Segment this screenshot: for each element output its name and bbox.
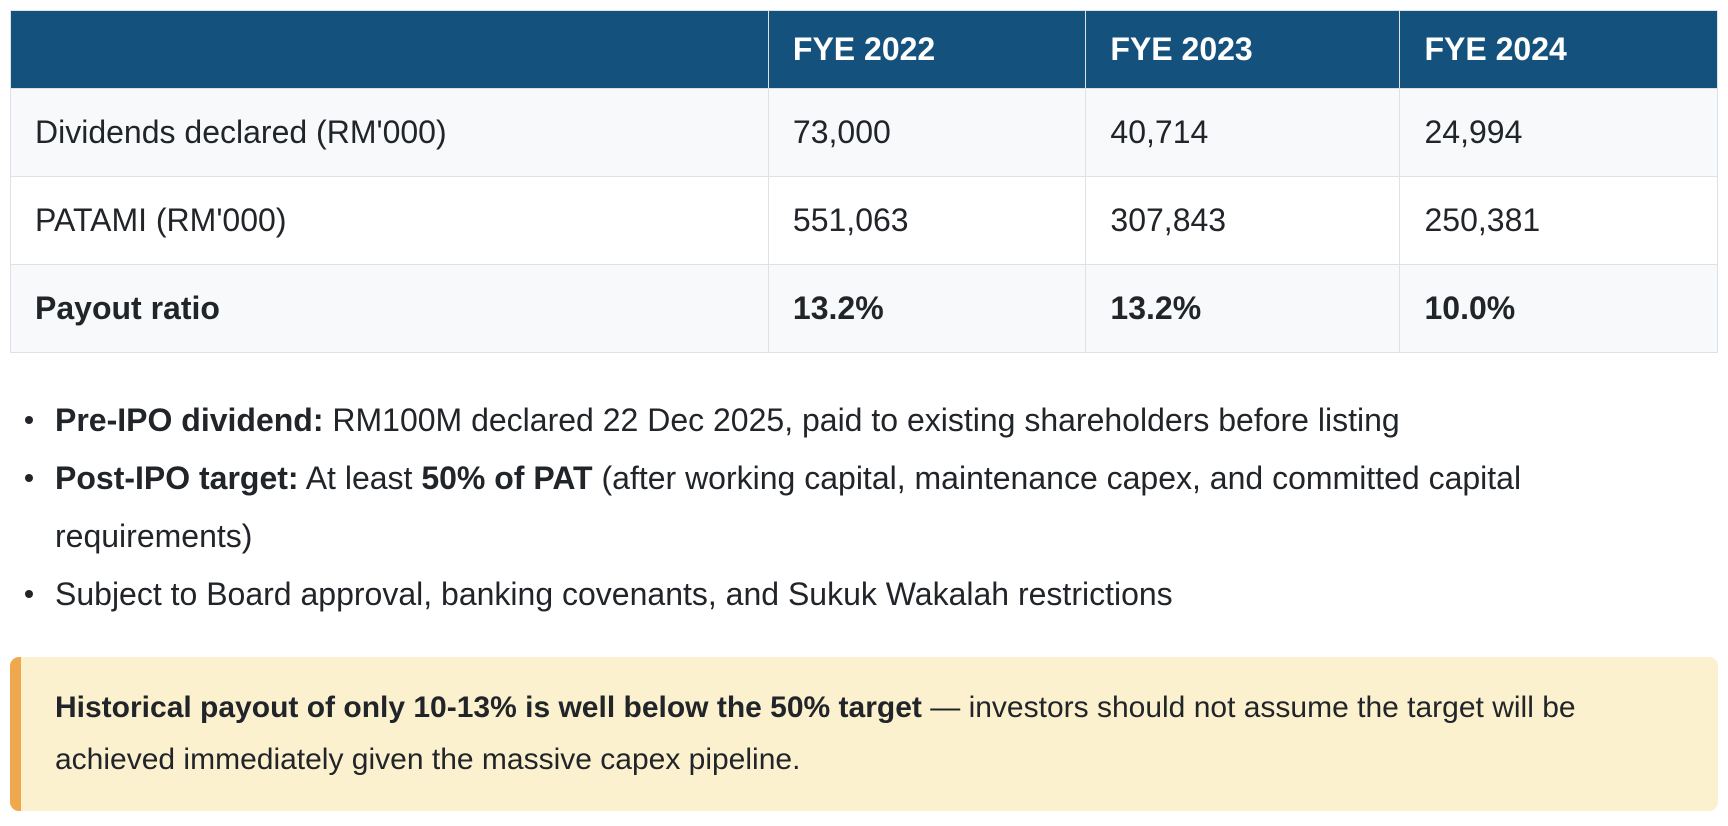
callout-text: Historical payout of only 10-13% is well… [55,682,1684,786]
callout-rest: — investors should not assume the target… [55,691,1576,776]
list-item-text: At least [298,460,422,496]
row-label: Dividends declared (RM'000) [10,88,769,177]
callout-bold-lead: Historical payout of only 10-13% is well… [55,691,922,724]
row-label: PATAMI (RM'000) [10,176,769,265]
col-header-metric [10,10,769,89]
table-row-payout-ratio: Payout ratio 13.2% 13.2% 10.0% [10,264,1718,353]
list-item-restrictions: Subject to Board approval, banking coven… [10,565,1718,623]
table-header-row: FYE 2022 FYE 2023 FYE 2024 [10,10,1718,89]
list-item-pre-ipo-dividend: Pre-IPO dividend: RM100M declared 22 Dec… [10,391,1718,449]
list-item-text: RM100M declared 22 Dec 2025, paid to exi… [323,402,1400,438]
table-row-dividends-declared: Dividends declared (RM'000) 73,000 40,71… [10,88,1718,177]
col-header-fye-2023: FYE 2023 [1085,10,1401,89]
cell-value: 13.2% [767,264,1087,353]
row-label: Payout ratio [10,264,769,353]
col-header-fye-2022: FYE 2022 [767,10,1087,89]
list-item-bold-lead: Post-IPO target: [55,460,299,496]
dividend-policy-list: Pre-IPO dividend: RM100M declared 22 Dec… [10,391,1718,623]
list-item-post-ipo-target: Post-IPO target: At least 50% of PAT (af… [10,449,1718,565]
cell-value: 13.2% [1085,264,1401,353]
list-item-bold-lead: Pre-IPO dividend: [55,402,324,438]
cell-value: 307,843 [1085,176,1401,265]
cell-value: 24,994 [1399,88,1718,177]
list-item-bold-inline: 50% of PAT [421,460,593,496]
cell-value: 40,714 [1085,88,1401,177]
cell-value: 551,063 [767,176,1087,265]
table-row-patami: PATAMI (RM'000) 551,063 307,843 250,381 [10,176,1718,265]
cell-value: 250,381 [1399,176,1718,265]
cell-value: 73,000 [767,88,1087,177]
col-header-fye-2024: FYE 2024 [1399,10,1718,89]
list-item-text: (after working capital, maintenance cape… [55,460,1522,554]
dividend-financials-table: FYE 2022 FYE 2023 FYE 2024 Dividends dec… [10,10,1718,353]
list-item-text: Subject to Board approval, banking coven… [55,576,1173,612]
warning-callout: Historical payout of only 10-13% is well… [10,657,1718,811]
cell-value: 10.0% [1399,264,1718,353]
